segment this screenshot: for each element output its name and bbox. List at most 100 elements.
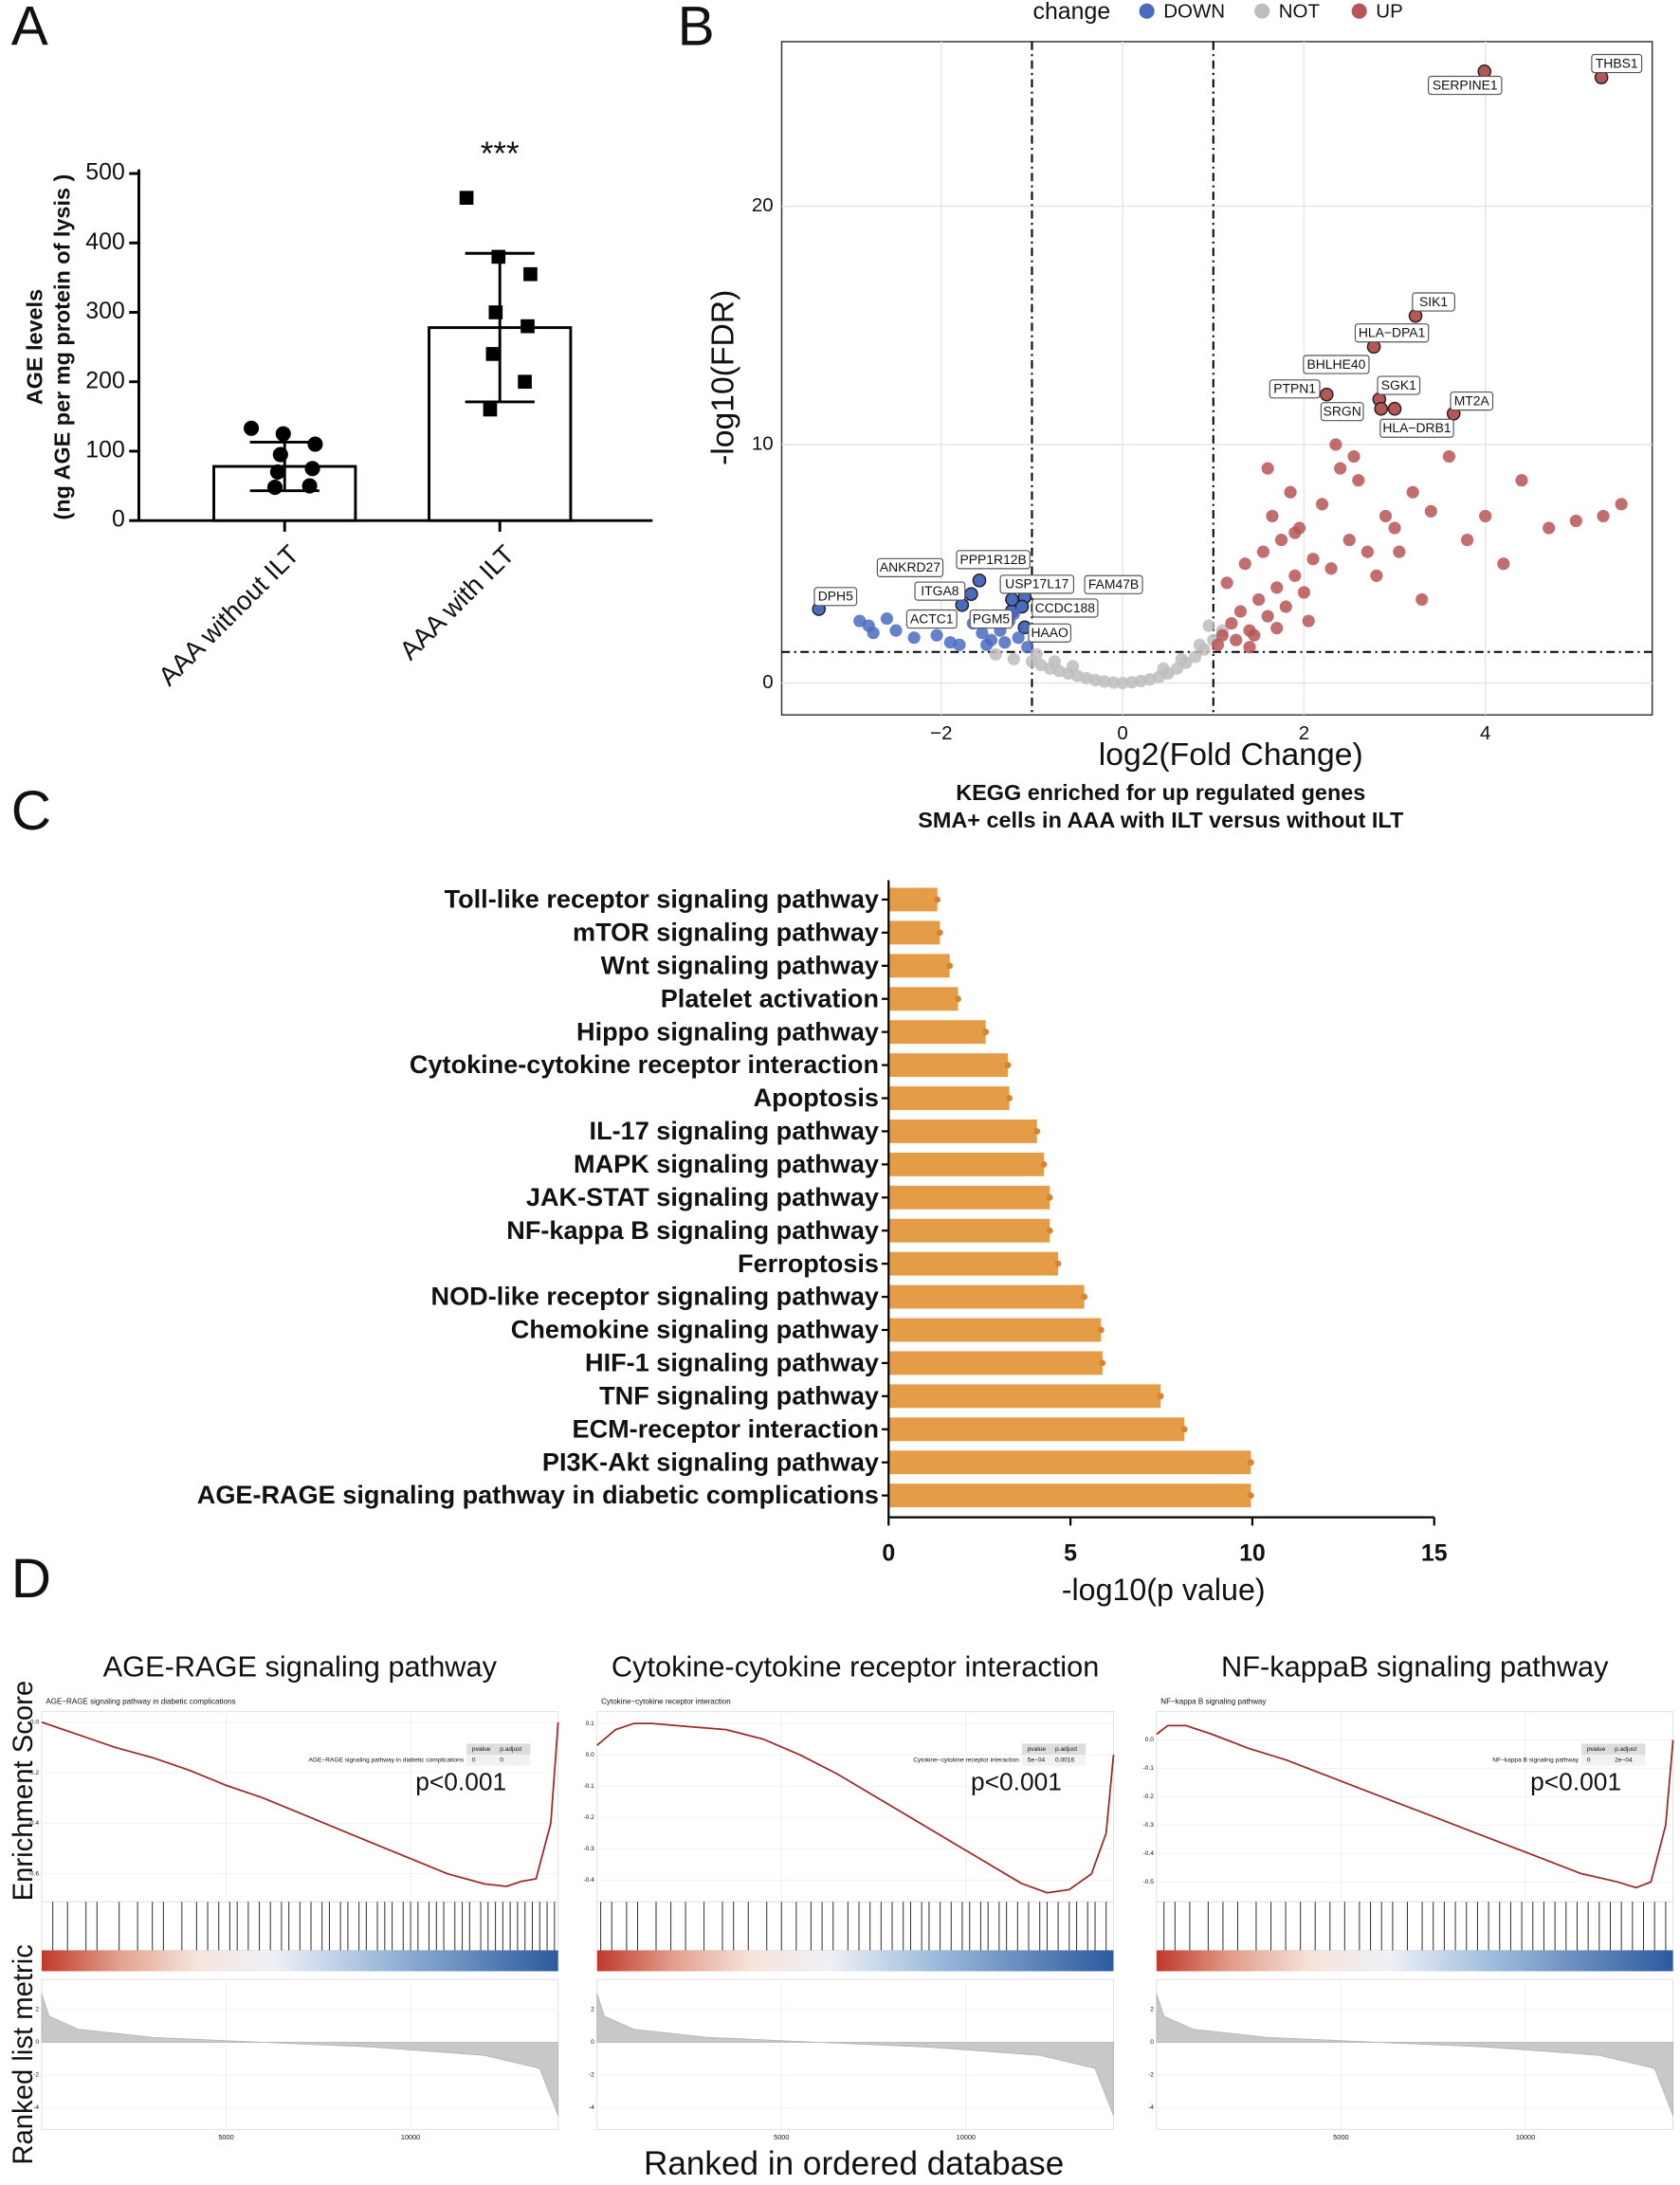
data-point (488, 305, 503, 319)
es-curve (41, 1721, 559, 1887)
x-tick-label: −2 (930, 722, 952, 744)
data-point (1125, 676, 1139, 689)
data-point (1225, 617, 1238, 630)
data-point (1230, 633, 1243, 646)
label-box (1427, 75, 1503, 96)
x-axis-label: log2(Fold Change) (1099, 737, 1363, 773)
category-label: Ferroptosis (738, 1248, 879, 1278)
data-point (491, 249, 506, 264)
y-tick-label: 2 (591, 2007, 594, 2013)
bar-end-dot (1248, 1492, 1254, 1499)
y-tick-label: 0 (35, 2039, 39, 2046)
data-point (1334, 462, 1347, 475)
data-point (998, 636, 1012, 649)
y-tick-label: 0.0 (586, 1752, 594, 1758)
metric-axis-label: Ranked list metric (8, 1944, 39, 2165)
data-point (1098, 675, 1111, 688)
x-tick-label: 10 (1239, 1540, 1266, 1567)
bar-end-dot (1097, 1326, 1105, 1334)
bar-end-dot (936, 929, 943, 937)
point-label: SERPINE1 (1433, 77, 1498, 92)
table-cell: 5e−04 (1028, 1757, 1046, 1764)
x-tick-label: 10000 (401, 2133, 420, 2141)
y-tick-label: 0 (591, 2039, 594, 2046)
bar-end-dot (1248, 1459, 1254, 1466)
gsea-subtitle: Cytokine−cytokine receptor interaction (601, 1698, 731, 1706)
bar-end-dot (946, 962, 954, 970)
data-point (1266, 509, 1279, 523)
p-value: p<0.001 (415, 1768, 506, 1796)
bar-end-dot (934, 896, 941, 903)
data-point (1479, 509, 1492, 523)
data-point (307, 436, 323, 452)
bar-end-dot (955, 995, 961, 1003)
point-label: SIK1 (1419, 294, 1448, 309)
label-box (1028, 623, 1072, 643)
point-label: HLA−DPA1 (1359, 325, 1426, 340)
data-point (1248, 628, 1261, 642)
data-point (1515, 474, 1528, 487)
y-tick-label: -4 (1148, 2104, 1154, 2111)
hit-frame (596, 1901, 1114, 1951)
data-point (266, 479, 283, 496)
bar-end-dot (1040, 1160, 1048, 1168)
data-point (1347, 449, 1360, 464)
data-point (867, 627, 880, 640)
table-header (1021, 1743, 1087, 1756)
bar-end-dot (1046, 1227, 1053, 1234)
data-point (1370, 569, 1383, 582)
table-cell: 0.0016 (1055, 1757, 1074, 1764)
y-tick-label: 0.0 (1145, 1737, 1154, 1743)
data-point (1379, 509, 1393, 523)
table-row-label: Cytokine−cytokine receptor interaction (913, 1757, 1019, 1764)
data-point (485, 347, 501, 361)
y-tick-label: 100 (85, 437, 125, 464)
data-point (304, 461, 320, 477)
y-tick-label: 0.1 (586, 1721, 594, 1727)
data-point (1211, 638, 1225, 651)
category-label: JAK-STAT signaling pathway (526, 1182, 879, 1211)
data-point (1284, 485, 1297, 499)
category-label: Hippo signaling pathway (576, 1016, 879, 1046)
data-point (1256, 545, 1269, 558)
bar (888, 1152, 1045, 1176)
label-box (969, 609, 1013, 629)
label-box (1450, 391, 1494, 411)
table-header (1581, 1743, 1646, 1756)
data-point (1324, 562, 1338, 575)
y-tick-label: -0.3 (583, 1846, 594, 1852)
data-point (1251, 592, 1266, 607)
data-point (1543, 521, 1556, 535)
bar (888, 1484, 1251, 1508)
data-point (520, 319, 535, 334)
data-point (1569, 514, 1582, 528)
y-tick-label: 10 (752, 432, 774, 454)
data-point (1424, 504, 1437, 518)
x-tick-label: 15 (1421, 1540, 1448, 1567)
y-tick-label: -0.4 (28, 1820, 40, 1827)
bar-end-dot (1081, 1293, 1088, 1301)
data-point (1007, 652, 1020, 665)
label-box (1591, 53, 1643, 74)
data-point (1066, 660, 1080, 673)
label-box (999, 574, 1075, 594)
significance: *** (481, 136, 520, 173)
point-label: HLA−DRB1 (1382, 420, 1452, 435)
category-label: Apoptosis (754, 1083, 879, 1112)
category-label: Wnt signaling pathway (601, 950, 879, 979)
point-label: ITGA8 (921, 583, 959, 598)
y-tick-label: -0.2 (583, 1814, 594, 1821)
point-label: THBS1 (1596, 55, 1638, 70)
es-frame (1156, 1711, 1674, 1903)
table-body (1021, 1755, 1087, 1766)
table-cell: 0 (500, 1757, 503, 1764)
table-cell: 0 (1587, 1757, 1591, 1764)
bar-end-dot (1180, 1426, 1188, 1433)
bar (888, 954, 950, 978)
label-box (905, 609, 958, 629)
table-header-cell: p.adjust (1055, 1746, 1077, 1753)
data-point (1352, 474, 1365, 487)
y-tick-label: 2 (1150, 2007, 1154, 2013)
bar-end-dot (1099, 1359, 1106, 1367)
data-point (1243, 641, 1256, 654)
